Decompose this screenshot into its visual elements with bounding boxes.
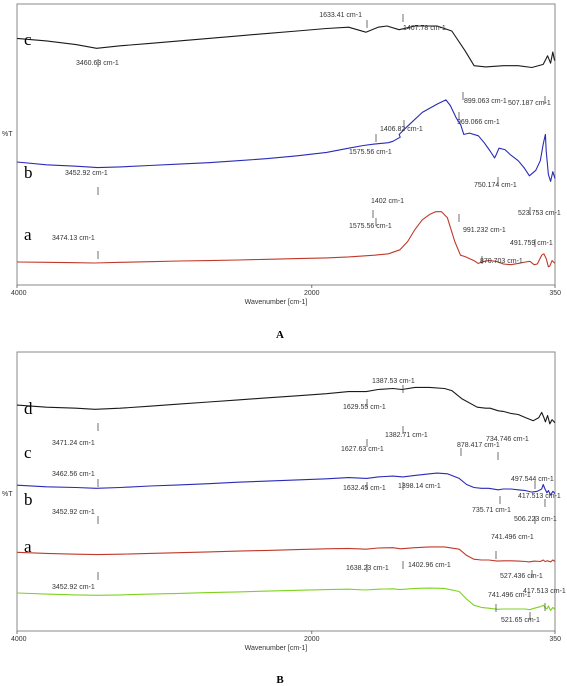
peak-label: 1629.55 cm-1 [343,404,386,411]
series-line-b [16,99,556,182]
peak-label: 735.71 cm-1 [472,507,511,514]
x-tick-label: 4000 [11,290,27,297]
peak-label: 3474.13 cm-1 [52,235,95,242]
peak-label: 750.174 cm-1 [474,182,517,189]
peak-label: 497.544 cm-1 [511,476,554,483]
peak-label: 1387.53 cm-1 [372,378,415,385]
peak-label: 878.417 cm-1 [457,442,500,449]
peak-label: 3462.56 cm-1 [52,471,95,478]
peak-label: 521.65 cm-1 [501,617,540,624]
peak-label: 3452.92 cm-1 [65,170,108,177]
peak-label: 1406.82 cm-1 [380,126,423,133]
peak-label: 417.513 cm-1 [523,588,566,595]
x-tick-label: 350 [549,290,561,297]
series-letter-c: c [24,443,32,462]
series-line-d [16,386,556,425]
peak-label: 1402 cm-1 [371,198,404,205]
peak-label: 741.496 cm-1 [488,592,531,599]
y-axis-label: %T [2,131,13,138]
peak-label: 3460.63 cm-1 [76,60,119,67]
peak-label: 3471.24 cm-1 [52,440,95,447]
series-line-c [16,25,556,69]
x-tick-label: 4000 [11,636,27,643]
series-letter-a: a [24,225,32,244]
peak-label: 969.066 cm-1 [457,119,500,126]
peak-label: 506.223 cm-1 [514,516,557,523]
x-axis-label: Wavenumber [cm-1] [245,299,308,306]
series-line-c [16,472,556,496]
series-line-a [16,211,556,268]
series-letter-b: b [24,163,33,182]
peak-label: 1632.45 cm-1 [343,485,386,492]
series-line-a [16,587,556,612]
x-tick-label: 2000 [304,290,320,297]
peak-label: 1407.78 cm-1 [403,25,446,32]
peak-label: 1638.23 cm-1 [346,565,389,572]
series-line-b [16,546,556,563]
peak-label: 734.746 cm-1 [486,436,529,443]
series-letter-c: c [24,30,32,49]
series-letter-b: b [24,490,33,509]
panel-b: %T 4000 2000 350 Wavenumber [cm-1] Bd c b a 1387.… [2,351,566,686]
peak-label: 3452.92 cm-1 [52,509,95,516]
panel-a: %T 4000 2000 350 Wavenumber [cm-1] Ac b a 1633.4… [2,3,561,341]
series-letter-a: a [24,537,32,556]
peak-label: 507.187 cm-1 [508,100,551,107]
peak-label: 3452.92 cm-1 [52,584,95,591]
peak-label: 1575.56 cm-1 [349,223,392,230]
peak-label: 417.513 cm-1 [518,493,561,500]
peak-label: 1382.71 cm-1 [385,432,428,439]
x-axis-label: Wavenumber [cm-1] [245,645,308,652]
peak-label: 870.703 cm-1 [480,258,523,265]
plot-frame [16,3,556,286]
x-tick-label: 350 [549,636,561,643]
peak-label: 491.759 cm-1 [510,240,553,247]
peak-label: 1633.41 cm-1 [319,12,362,19]
panel-label: B [276,674,284,686]
peak-label: 899.063 cm-1 [464,98,507,105]
peak-label: 523.753 cm-1 [518,210,561,217]
peak-label: 991.232 cm-1 [463,227,506,234]
peak-label: 1398.14 cm-1 [398,483,441,490]
peak-label: 741.496 cm-1 [491,534,534,541]
y-axis-label: %T [2,491,13,498]
panel-label: A [276,329,284,341]
peak-label: 527.436 cm-1 [500,573,543,580]
peak-label: 1402.96 cm-1 [408,562,451,569]
series-letter-d: d [24,399,33,418]
peak-label: 1627.63 cm-1 [341,446,384,453]
plot-frame [16,351,556,632]
peak-label: 1575.56 cm-1 [349,149,392,156]
x-tick-label: 2000 [304,636,320,643]
